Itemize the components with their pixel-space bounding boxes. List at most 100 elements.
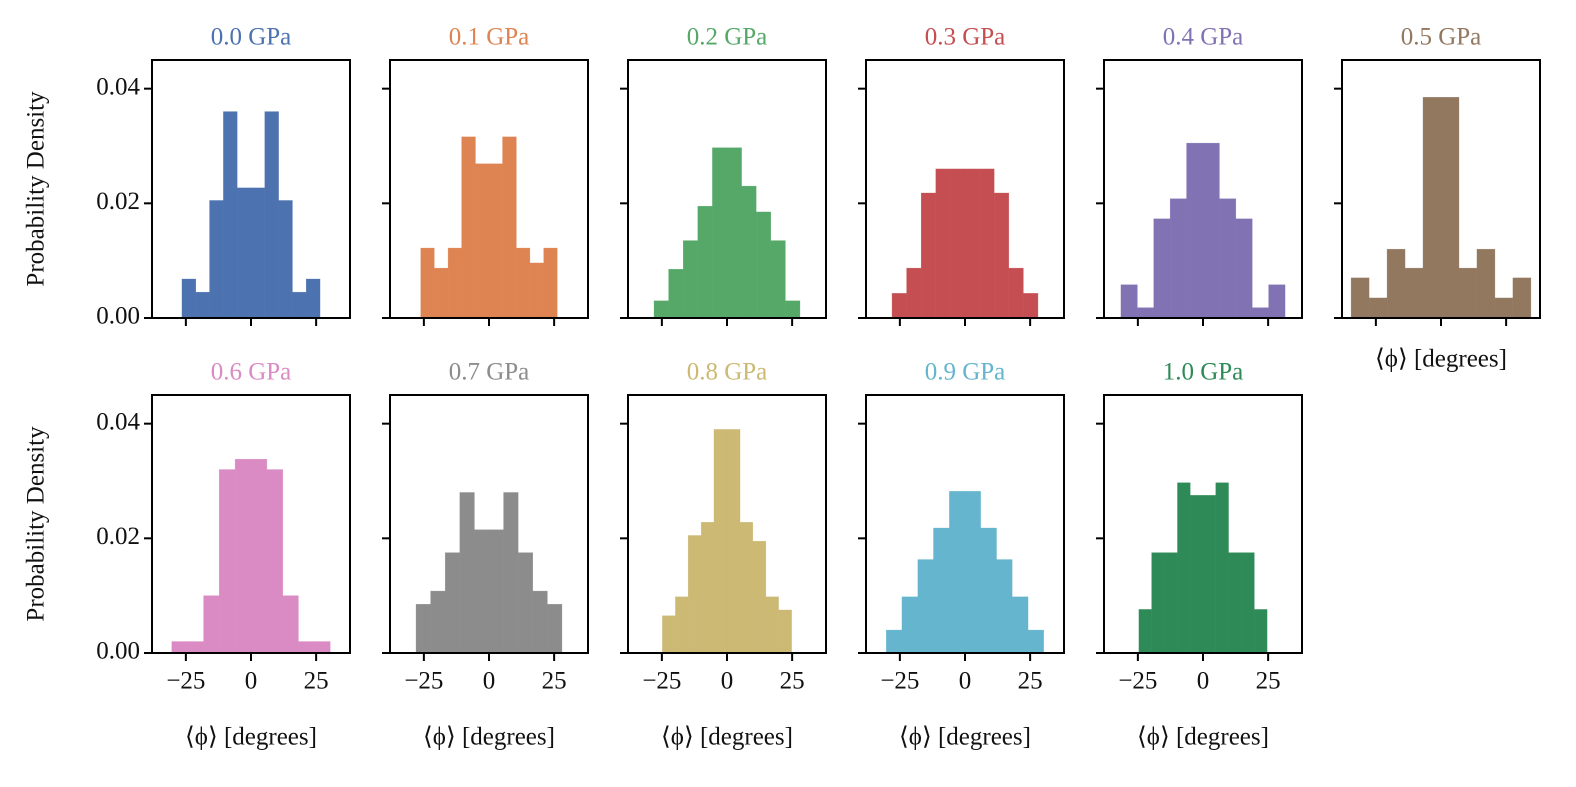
bar bbox=[447, 247, 462, 319]
bar bbox=[459, 492, 475, 654]
bar bbox=[444, 552, 461, 654]
bar bbox=[314, 641, 331, 654]
bar bbox=[264, 111, 279, 319]
panel-title: 0.7 GPa bbox=[449, 359, 530, 386]
bar bbox=[920, 192, 937, 319]
bar bbox=[906, 267, 922, 319]
bar bbox=[770, 240, 786, 319]
bar bbox=[700, 522, 715, 654]
bar bbox=[950, 168, 966, 319]
bar bbox=[1254, 609, 1268, 654]
bar bbox=[653, 300, 669, 319]
bar bbox=[223, 111, 238, 319]
bar bbox=[236, 187, 252, 319]
bar bbox=[488, 529, 504, 654]
bar bbox=[1368, 297, 1388, 319]
bar bbox=[739, 522, 754, 654]
bar bbox=[547, 604, 563, 654]
bar bbox=[461, 136, 476, 319]
bar bbox=[1169, 198, 1187, 319]
bar bbox=[1027, 629, 1044, 654]
bar bbox=[1350, 277, 1370, 319]
bar bbox=[935, 168, 951, 319]
x-tick-label: 0 bbox=[721, 668, 734, 695]
x-tick-label: 0 bbox=[1197, 668, 1210, 695]
x-tick-label: 0 bbox=[245, 668, 258, 695]
bar bbox=[1476, 248, 1496, 319]
bar bbox=[532, 590, 548, 654]
bar bbox=[726, 429, 741, 654]
bar bbox=[420, 247, 435, 319]
bar bbox=[250, 187, 266, 319]
bar bbox=[1153, 218, 1171, 319]
bar bbox=[298, 641, 315, 654]
bar bbox=[1023, 293, 1039, 319]
bar bbox=[517, 552, 534, 654]
y-tick-label: 0.02 bbox=[96, 523, 140, 550]
bar bbox=[980, 527, 997, 654]
bar bbox=[1228, 552, 1242, 654]
x-axis-label: ⟨ϕ⟩ [degrees] bbox=[423, 724, 555, 751]
bar bbox=[662, 615, 676, 654]
x-tick-label: 25 bbox=[1018, 668, 1043, 695]
bar bbox=[195, 291, 210, 319]
y-axis-label: Probability Density bbox=[23, 91, 50, 287]
bar bbox=[1008, 267, 1024, 319]
bar bbox=[1251, 307, 1269, 319]
bar bbox=[502, 136, 517, 319]
bar bbox=[171, 641, 188, 654]
bar bbox=[668, 269, 684, 319]
bar bbox=[687, 535, 702, 654]
bar bbox=[1011, 596, 1029, 654]
panel-title: 0.9 GPa bbox=[925, 359, 1006, 386]
bar bbox=[682, 240, 699, 319]
bar bbox=[765, 596, 779, 654]
x-tick-label: −25 bbox=[880, 668, 919, 695]
bar bbox=[752, 540, 767, 654]
bar bbox=[1241, 552, 1255, 654]
bar bbox=[778, 609, 792, 654]
x-tick-label: 25 bbox=[780, 668, 805, 695]
bar bbox=[474, 529, 490, 654]
bar bbox=[697, 205, 713, 319]
bar bbox=[434, 267, 449, 319]
x-tick-label: 0 bbox=[483, 668, 496, 695]
bar bbox=[218, 469, 236, 654]
x-tick-label: −25 bbox=[642, 668, 681, 695]
y-tick-label: 0.00 bbox=[96, 303, 140, 330]
bar bbox=[1440, 97, 1460, 319]
bar bbox=[1186, 142, 1204, 319]
bar bbox=[430, 590, 446, 654]
bar bbox=[726, 147, 742, 319]
bar bbox=[1137, 307, 1155, 319]
bar bbox=[234, 458, 252, 654]
panel-title: 1.0 GPa bbox=[1163, 359, 1244, 386]
bar bbox=[741, 185, 757, 319]
bar bbox=[282, 595, 299, 654]
bar bbox=[1164, 552, 1178, 654]
bar bbox=[1268, 284, 1286, 319]
x-axis-label: ⟨ϕ⟩ [degrees] bbox=[661, 724, 793, 751]
x-tick-label: 25 bbox=[304, 668, 329, 695]
bar bbox=[503, 492, 519, 654]
bar bbox=[543, 247, 558, 319]
bar bbox=[1386, 248, 1406, 319]
bar bbox=[529, 262, 544, 319]
bar bbox=[675, 596, 689, 654]
bar bbox=[1189, 495, 1204, 654]
bar bbox=[1151, 552, 1165, 654]
x-tick-label: −25 bbox=[166, 668, 205, 695]
bar bbox=[1512, 277, 1532, 319]
bar bbox=[1138, 609, 1152, 654]
bar bbox=[949, 491, 966, 654]
bar bbox=[266, 469, 284, 654]
bar bbox=[1215, 482, 1229, 654]
bar bbox=[187, 641, 204, 654]
bar bbox=[996, 559, 1013, 654]
bar bbox=[1458, 267, 1478, 319]
bar bbox=[203, 595, 220, 654]
bar bbox=[516, 247, 531, 319]
panel-title: 0.2 GPa bbox=[687, 24, 768, 51]
bar bbox=[1219, 198, 1237, 319]
